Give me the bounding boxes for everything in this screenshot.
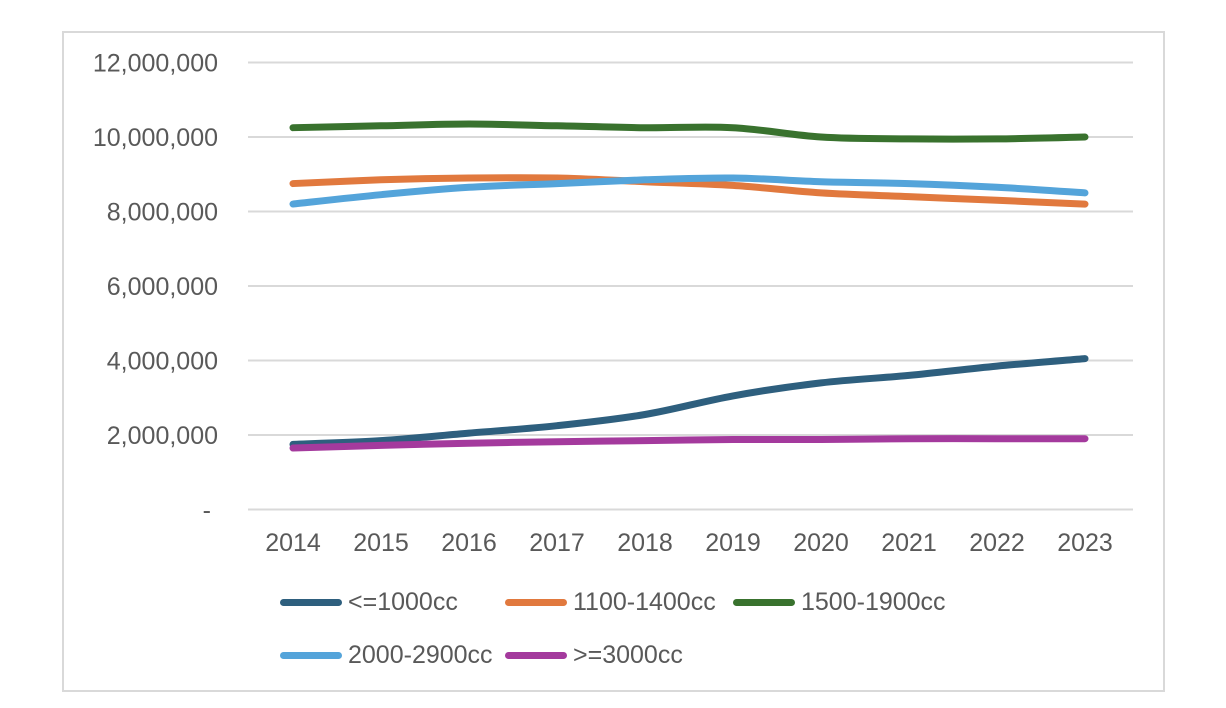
legend-label: 2000-2900cc <box>348 641 493 669</box>
legend-item-1100-1400cc: 1100-1400cc <box>505 589 716 615</box>
legend-item-2000-2900cc: 2000-2900cc <box>280 642 493 668</box>
legend-line-swatch-icon <box>280 651 342 659</box>
legend-label: >=3000cc <box>573 641 683 669</box>
legend-label: 1500-1900cc <box>801 588 946 616</box>
legend-item--3000cc: >=3000cc <box>505 642 683 668</box>
legend-line-swatch-icon <box>505 651 567 659</box>
legend-line-swatch-icon <box>733 598 795 606</box>
legend-item--1000cc: <=1000cc <box>280 589 458 615</box>
legend-item-1500-1900cc: 1500-1900cc <box>733 589 946 615</box>
legend-line-swatch-icon <box>505 598 567 606</box>
legend-label: 1100-1400cc <box>573 588 716 616</box>
legend-label: <=1000cc <box>348 588 458 616</box>
legend-line-swatch-icon <box>280 598 342 606</box>
